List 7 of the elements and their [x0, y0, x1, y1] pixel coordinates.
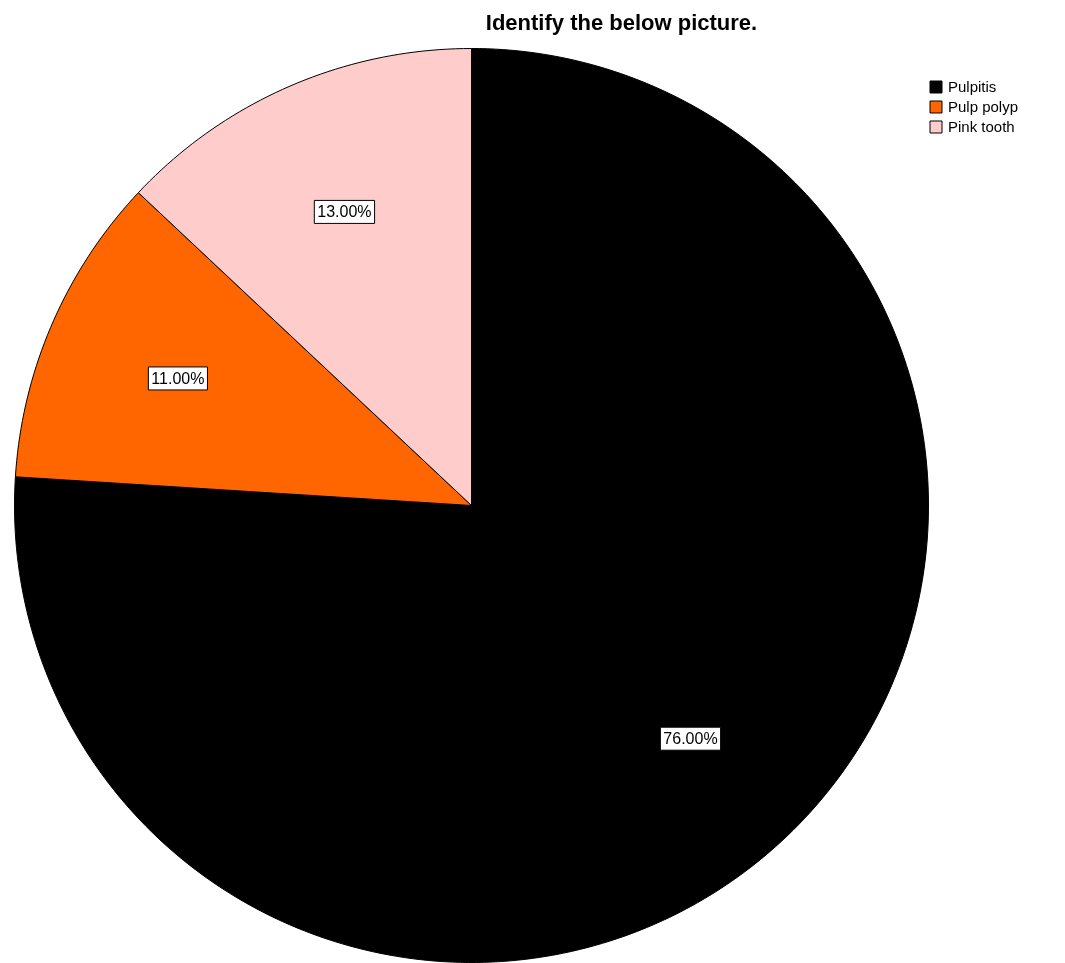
data-label: 11.00%: [151, 369, 205, 387]
chart-title: Identify the below picture.: [485, 10, 758, 35]
data-label: 76.00%: [663, 730, 718, 748]
legend-label: Pulpitis: [948, 78, 997, 95]
legend-label: Pulp polyp: [948, 98, 1019, 115]
data-label: 13.00%: [317, 203, 372, 221]
legend-label: Pink tooth: [948, 118, 1015, 135]
